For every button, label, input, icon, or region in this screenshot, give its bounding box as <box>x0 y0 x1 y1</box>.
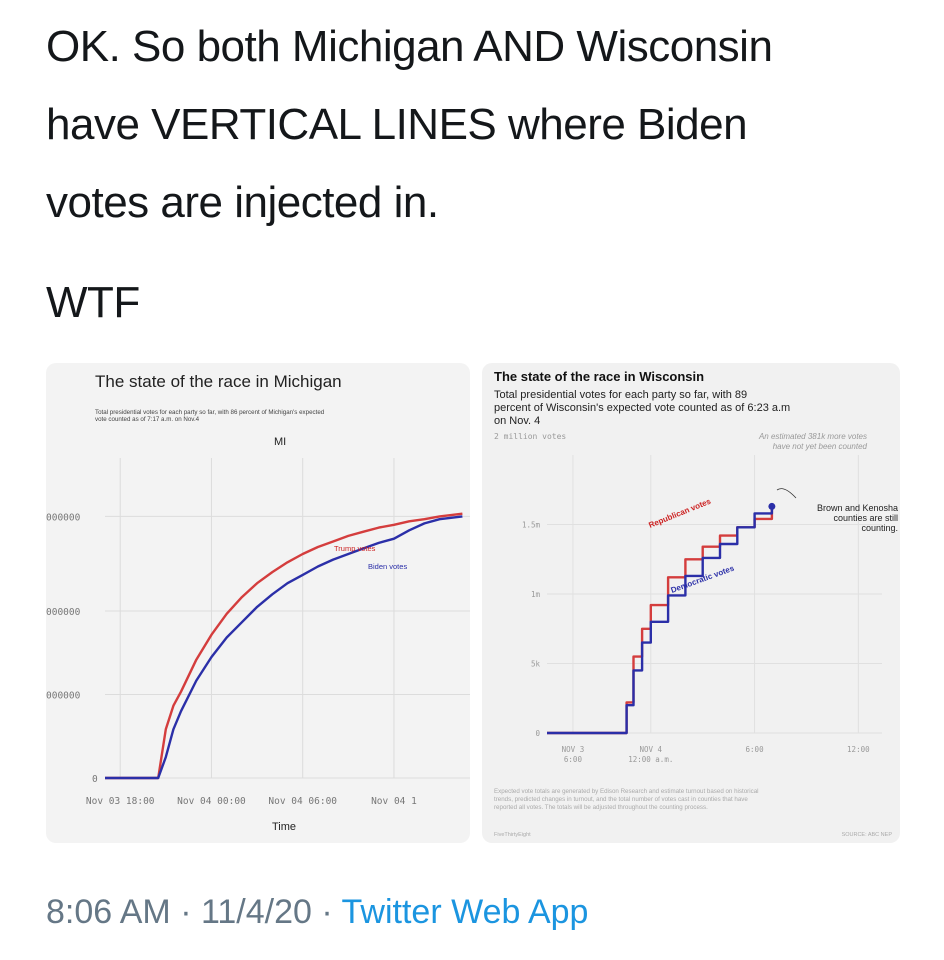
tweet-time[interactable]: 8:06 AM <box>46 893 171 931</box>
x-tick-label: Nov 04 1 <box>371 796 417 807</box>
chart-label: MI <box>274 436 286 448</box>
chart-subtitle: percent of Wisconsin's expected vote cou… <box>494 402 790 414</box>
x-tick-label: Nov 04 00:00 <box>177 796 246 807</box>
uncounted-note: An estimated 381k more votes <box>758 432 867 441</box>
chart-subtitle: Total presidential votes for each party … <box>95 409 325 416</box>
chart-footnote: reported all votes. The totals will be a… <box>494 804 708 811</box>
y-tick-label: 0 <box>535 729 540 738</box>
chart-subtitle: on Nov. 4 <box>494 415 540 427</box>
series-annotation: Trump votes <box>334 544 376 553</box>
chart-credit: FiveThirtyEight <box>494 832 531 838</box>
series-annotation: Biden votes <box>368 562 407 571</box>
x-tick-label: Nov 04 06:00 <box>268 796 337 807</box>
x-axis-label: Time <box>272 821 296 833</box>
michigan-chart-image[interactable]: The state of the race in Michigan Total p… <box>46 363 470 843</box>
y-tick-label: 000000 <box>46 607 81 618</box>
x-tick-label: 6:00 <box>746 745 765 754</box>
x-tick-label: 6:00 <box>564 755 583 764</box>
biden-votes-line <box>105 515 463 780</box>
tweet-timestamp: 8:06 AM · 11/4/20 · Twitter Web App <box>46 893 588 932</box>
separator: · <box>321 893 333 931</box>
chart-source: SOURCE: ABC NEP <box>842 832 893 838</box>
tweet-line: have VERTICAL LINES where Biden <box>46 100 748 149</box>
wisconsin-chart: The state of the race in Wisconsin Total … <box>494 369 898 838</box>
counting-note: Brown and Kenosha <box>817 503 898 513</box>
uncounted-note: have not yet been counted <box>773 442 868 451</box>
chart-title: The state of the race in Wisconsin <box>494 369 704 384</box>
chart-footnote: Expected vote totals are generated by Ed… <box>494 788 759 795</box>
y-tick-label: 1m <box>531 590 541 599</box>
separator: · <box>180 893 192 931</box>
y-tick-label: 000000 <box>46 691 81 702</box>
wisconsin-chart-image[interactable]: The state of the race in Wisconsin Total … <box>482 363 900 843</box>
tweet-source-app[interactable]: Twitter Web App <box>341 893 589 931</box>
y-axis-label: 2 million votes <box>494 432 566 441</box>
y-tick-label: 0 <box>92 774 98 785</box>
y-tick-label: 000000 <box>46 512 81 523</box>
chart-subtitle: vote counted as of 7:17 a.m. on Nov.4 <box>95 416 200 423</box>
chart-footnote: trends, predicted changes in turnout, an… <box>494 796 748 803</box>
counting-note: counties are still <box>833 513 898 523</box>
y-tick-label: 5k <box>531 660 541 669</box>
democratic-votes-line <box>547 506 774 735</box>
x-tick-label: NOV 4 <box>639 745 662 754</box>
chart-subtitle: Total presidential votes for each party … <box>494 389 747 401</box>
x-tick-label: 12:00 <box>847 745 870 754</box>
chart-title: The state of the race in Michigan <box>95 372 342 391</box>
tweet-date[interactable]: 11/4/20 <box>200 893 312 931</box>
counting-note: counting. <box>861 523 898 533</box>
michigan-chart: The state of the race in Michigan Total p… <box>46 372 470 833</box>
trump-votes-line <box>105 512 463 780</box>
annotation-arrow <box>776 488 797 499</box>
x-tick-label: NOV 3 <box>562 745 585 754</box>
latest-point-marker <box>768 502 776 510</box>
x-tick-label: Nov 03 18:00 <box>86 796 155 807</box>
x-tick-label: 12:00 a.m. <box>628 755 673 764</box>
y-tick-label: 1.5m <box>522 521 541 530</box>
tweet-line: OK. So both Michigan AND Wisconsin <box>46 22 773 71</box>
tweet-line: votes are injected in. <box>46 178 439 227</box>
tweet-text: OK. So both Michigan AND Wisconsin have … <box>46 8 906 342</box>
tweet-line: WTF <box>46 278 140 327</box>
